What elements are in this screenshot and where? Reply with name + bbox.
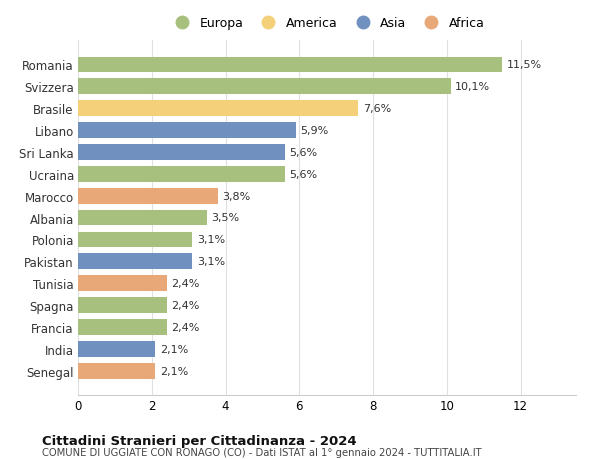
Text: 2,1%: 2,1% — [160, 344, 188, 354]
Text: 3,8%: 3,8% — [223, 191, 251, 201]
Text: 5,9%: 5,9% — [300, 126, 328, 136]
Text: 2,4%: 2,4% — [171, 300, 199, 310]
Text: COMUNE DI UGGIATE CON RONAGO (CO) - Dati ISTAT al 1° gennaio 2024 - TUTTITALIA.I: COMUNE DI UGGIATE CON RONAGO (CO) - Dati… — [42, 448, 482, 458]
Bar — [78, 188, 218, 204]
Bar — [78, 276, 167, 291]
Text: 3,5%: 3,5% — [212, 213, 239, 223]
Text: 2,4%: 2,4% — [171, 322, 199, 332]
Text: 3,1%: 3,1% — [197, 257, 225, 267]
Bar — [78, 319, 167, 335]
Text: Cittadini Stranieri per Cittadinanza - 2024: Cittadini Stranieri per Cittadinanza - 2… — [42, 434, 356, 447]
Text: 5,6%: 5,6% — [289, 147, 317, 157]
Bar — [78, 232, 193, 248]
Bar — [78, 341, 155, 357]
Text: 3,1%: 3,1% — [197, 235, 225, 245]
Bar — [78, 210, 207, 226]
Text: 2,4%: 2,4% — [171, 279, 199, 289]
Bar — [78, 254, 193, 269]
Bar — [78, 57, 502, 73]
Text: 2,1%: 2,1% — [160, 366, 188, 376]
Text: 10,1%: 10,1% — [455, 82, 490, 92]
Bar — [78, 167, 284, 182]
Text: 11,5%: 11,5% — [506, 60, 542, 70]
Legend: Europa, America, Asia, Africa: Europa, America, Asia, Africa — [164, 12, 490, 35]
Bar — [78, 79, 451, 95]
Bar — [78, 101, 358, 117]
Bar — [78, 297, 167, 313]
Bar — [78, 145, 284, 160]
Text: 5,6%: 5,6% — [289, 169, 317, 179]
Bar — [78, 123, 296, 139]
Bar — [78, 363, 155, 379]
Text: 7,6%: 7,6% — [363, 104, 391, 114]
